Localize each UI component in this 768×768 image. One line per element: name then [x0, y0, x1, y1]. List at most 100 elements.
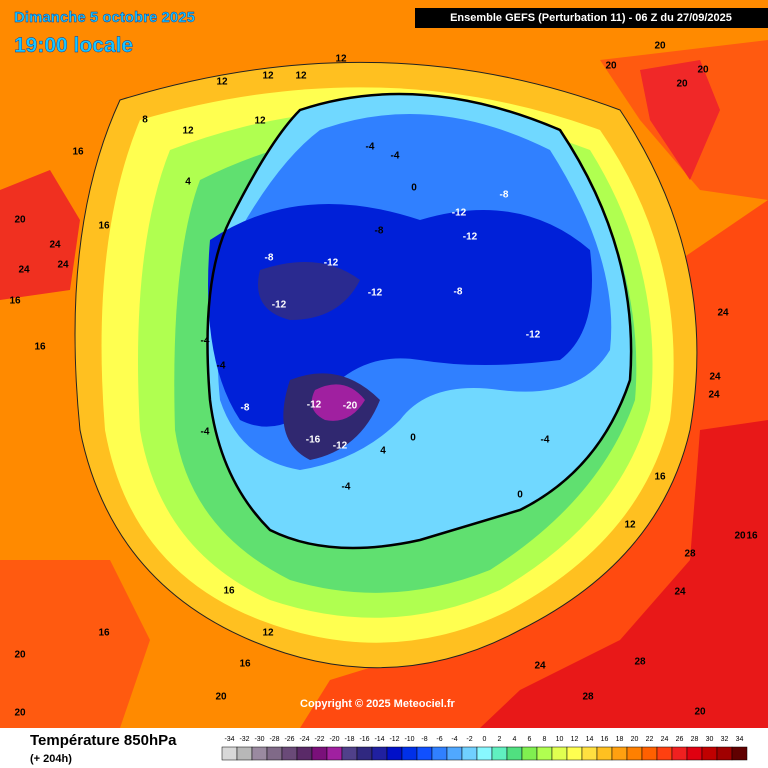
legend-swatch [326, 746, 343, 761]
contour-label: 28 [634, 657, 646, 668]
legend-label: 16 [601, 736, 609, 743]
legend-swatch [611, 746, 628, 761]
legend-label: -8 [421, 736, 427, 743]
legend-swatch [596, 746, 613, 761]
contour-label: 20 [734, 531, 746, 542]
contour-label: -16 [306, 435, 321, 446]
contour-label: 20 [14, 708, 26, 719]
legend-label: -4 [451, 736, 457, 743]
contour-label: 20 [697, 65, 709, 76]
legend-label: -2 [466, 736, 472, 743]
legend-label: -26 [284, 736, 294, 743]
zero-contour [206, 92, 633, 550]
variable: Température 850hPa [30, 732, 177, 749]
contour-label: 24 [708, 390, 720, 401]
legend-swatch [221, 746, 238, 761]
contour-label: 28 [582, 692, 594, 703]
contour-label: -12 [307, 400, 322, 411]
run-info: Ensemble GEFS (Perturbation 11) - 06 Z d… [450, 12, 732, 24]
cold-core [311, 384, 365, 421]
contour-label: 12 [262, 628, 274, 639]
legend-label: 10 [556, 736, 564, 743]
contour-label: 24 [534, 661, 546, 672]
legend-swatch [686, 746, 703, 761]
legend-swatch [266, 746, 283, 761]
legend-label: 0 [483, 736, 487, 743]
legend-swatch [401, 746, 418, 761]
contour-label: -4 [391, 151, 400, 162]
legend-label: 28 [691, 736, 699, 743]
hot-area [0, 170, 80, 300]
contour-label: -8 [265, 253, 274, 264]
contour-label: -8 [375, 226, 384, 237]
contour-label: 28 [684, 549, 696, 560]
copyright: Copyright © 2025 Meteociel.fr [300, 698, 456, 710]
time: 19:00 locale [14, 34, 133, 57]
legend-swatch [461, 746, 478, 761]
legend-label: 30 [706, 736, 714, 743]
legend-bar: Température 850hPa (+ 204h) -34 -32 -30 -28… [30, 732, 748, 765]
legend-swatch [386, 746, 403, 761]
legend-label: -20 [329, 736, 339, 743]
legend-label: 26 [676, 736, 684, 743]
legend-label: 20 [631, 736, 639, 743]
contour-label: 12 [624, 520, 636, 531]
legend-label: -32 [239, 736, 249, 743]
contour-label: 16 [239, 659, 251, 670]
lead-time: (+ 204h) [30, 753, 72, 765]
legend-swatch [446, 746, 463, 761]
legend-swatch [371, 746, 388, 761]
contour-label: 20 [676, 79, 688, 90]
legend-swatch [536, 746, 553, 761]
legend-swatch [716, 746, 733, 761]
legend-label: 8 [543, 736, 547, 743]
contour-label: 12 [335, 54, 347, 65]
hot-area [480, 420, 768, 728]
contour-label: 20 [14, 650, 26, 661]
contour-label: 24 [49, 240, 61, 251]
run-box [415, 8, 768, 28]
contour-label: 16 [223, 586, 235, 597]
contour-label: -12 [272, 300, 287, 311]
contour-label: 12 [295, 71, 307, 82]
legend-swatch [251, 746, 268, 761]
legend-swatch [236, 746, 253, 761]
contour-label: -4 [366, 142, 375, 153]
contour-label: 12 [182, 126, 194, 137]
legend-swatch [356, 746, 373, 761]
contour-label: 0 [410, 433, 416, 444]
legend-swatch [296, 746, 313, 761]
legend-label: -18 [344, 736, 354, 743]
contour-label: 16 [72, 147, 84, 158]
contour-label: 16 [34, 342, 46, 353]
legend-swatch [641, 746, 658, 761]
legend-label: 18 [616, 736, 624, 743]
legend-label: -22 [314, 736, 324, 743]
contour-label: 12 [216, 77, 228, 88]
contour-label: -20 [343, 401, 358, 412]
contour-label: 16 [654, 472, 666, 483]
warm-area [300, 200, 768, 728]
legend-label: -28 [269, 736, 279, 743]
contour-label: -12 [526, 330, 541, 341]
contour-label: 16 [746, 531, 758, 542]
contour-label: 12 [254, 116, 266, 127]
contour-label: -8 [454, 287, 463, 298]
contour-label: 20 [605, 61, 617, 72]
legend-swatch [701, 746, 718, 761]
legend-swatch [731, 746, 748, 761]
legend-label: -34 [224, 736, 234, 743]
legend-label: -16 [359, 736, 369, 743]
legend-label: 22 [646, 736, 654, 743]
hot-area [640, 60, 720, 180]
contour-label: 24 [717, 308, 729, 319]
contour-label: 4 [380, 446, 386, 457]
contour-label: 24 [57, 260, 69, 271]
contour-label: -4 [201, 427, 210, 438]
contour-label: -12 [452, 208, 467, 219]
legend-label: 32 [721, 736, 729, 743]
legend-label: 34 [736, 736, 744, 743]
contour-label: -12 [324, 258, 339, 269]
legend-swatch [491, 746, 508, 761]
